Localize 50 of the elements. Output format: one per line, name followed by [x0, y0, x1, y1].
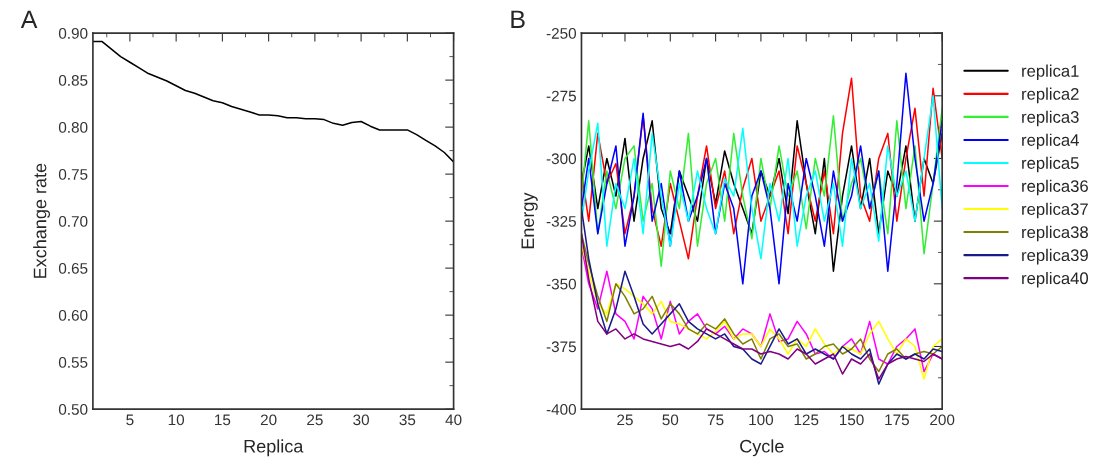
x-tick-label: 75	[707, 414, 724, 426]
x-tick-label: 25	[617, 414, 633, 426]
legend-label: replica39	[1022, 248, 1088, 265]
x-tick-label: 125	[794, 414, 819, 426]
y-axis-title: Exchange rate	[33, 163, 50, 278]
x-tick-label: 20	[260, 414, 277, 426]
y-tick-label: -275	[546, 90, 576, 102]
x-tick-label: 15	[215, 414, 231, 426]
x-tick-label: 40	[445, 414, 462, 426]
x-axis-title: Replica	[244, 439, 304, 457]
legend-label: replica4	[1022, 133, 1079, 150]
line-series	[92, 40, 454, 163]
y-tick-label: -300	[546, 153, 577, 165]
y-tick-label: -400	[546, 404, 577, 415]
y-tick-label: -375	[546, 341, 576, 353]
x-tick-label: 35	[399, 414, 416, 426]
x-tick-label: 100	[749, 414, 774, 426]
legend-label: replica1	[1022, 64, 1079, 81]
y-tick-label: 0.65	[58, 263, 88, 274]
x-tick-label: 25	[307, 414, 323, 426]
legend-label: replica5	[1022, 156, 1079, 173]
y-tick-label: 0.85	[58, 74, 88, 86]
legend-label: replica36	[1022, 179, 1088, 196]
y-tick-label: 0.55	[58, 357, 88, 368]
y-axis-title: Energy	[521, 192, 538, 249]
legend-label: replica3	[1022, 110, 1079, 127]
x-axis-title: Cycle	[740, 439, 784, 457]
legend-label: replica40	[1022, 271, 1089, 288]
x-tick-label: 200	[930, 414, 955, 426]
x-tick-label: 5	[126, 414, 134, 426]
y-tick-label: -325	[546, 216, 576, 227]
x-tick-label: 150	[839, 414, 864, 426]
line-series	[581, 207, 943, 385]
y-tick-label: -250	[546, 27, 577, 39]
y-tick-label: 0.75	[58, 168, 88, 180]
legend-label: replica38	[1022, 225, 1088, 242]
legend-label: replica2	[1022, 87, 1079, 104]
x-tick-label: 50	[662, 414, 679, 426]
y-tick-label: 0.80	[58, 121, 88, 133]
y-tick-label: -350	[546, 278, 577, 290]
legend-label: replica37	[1022, 202, 1088, 219]
y-tick-label: 0.60	[58, 310, 88, 321]
x-tick-label: 30	[353, 414, 370, 426]
x-tick-label: 10	[168, 414, 185, 426]
y-tick-label: 0.90	[58, 27, 88, 39]
chart-title: A	[20, 10, 38, 28]
chart-title: B	[511, 10, 525, 28]
y-tick-label: 0.50	[58, 404, 88, 415]
x-tick-label: 175	[885, 414, 909, 426]
y-tick-label: 0.70	[58, 216, 88, 227]
